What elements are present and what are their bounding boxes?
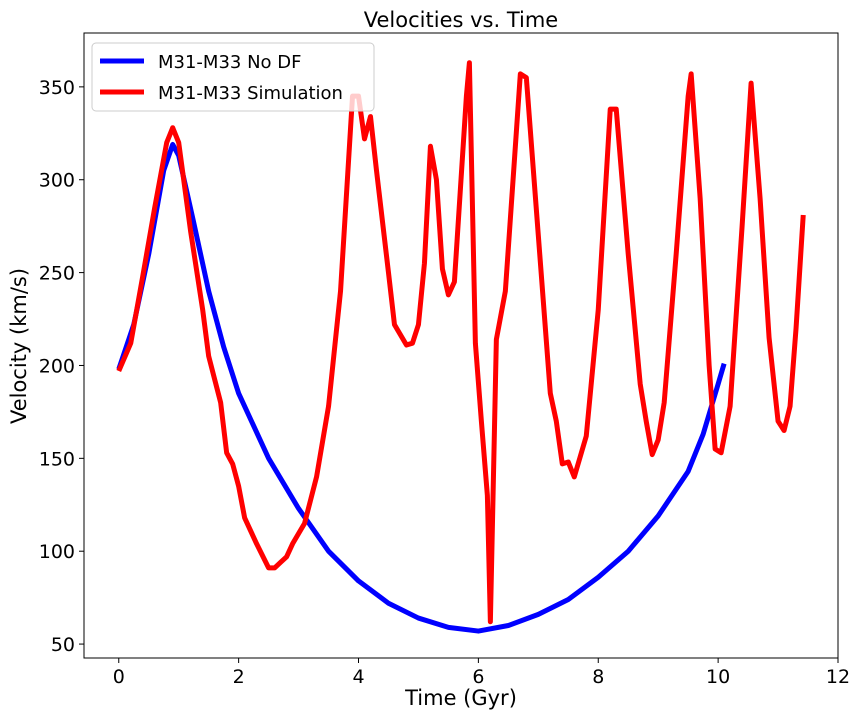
y-tick-label: 50 (51, 634, 75, 656)
line-series (116, 141, 727, 634)
x-tick-label: 4 (352, 666, 364, 688)
x-tick-label: 8 (592, 666, 604, 688)
y-axis-label: Velocity (km/s) (7, 268, 31, 424)
chart-title: Velocities vs. Time (364, 8, 558, 32)
y-tick-label: 150 (39, 448, 75, 470)
y-tick-label: 250 (39, 263, 75, 285)
legend-label: M31-M33 No DF (158, 52, 302, 73)
y-tick-label: 350 (39, 77, 75, 99)
x-tick-label: 2 (233, 666, 245, 688)
line-series (116, 60, 806, 625)
y-tick-label: 300 (39, 170, 75, 192)
x-axis-label: Time (Gyr) (404, 686, 517, 710)
legend-box (91, 42, 375, 112)
y-tick-label: 200 (39, 355, 75, 377)
legend-label: M31-M33 Simulation (158, 83, 343, 104)
x-tick-label: 6 (472, 666, 484, 688)
x-tick-label: 0 (113, 666, 125, 688)
x-tick-label: 10 (706, 666, 730, 688)
x-tick-label: 12 (826, 666, 850, 688)
y-tick-label: 100 (39, 541, 75, 563)
plot-frame (83, 32, 839, 659)
